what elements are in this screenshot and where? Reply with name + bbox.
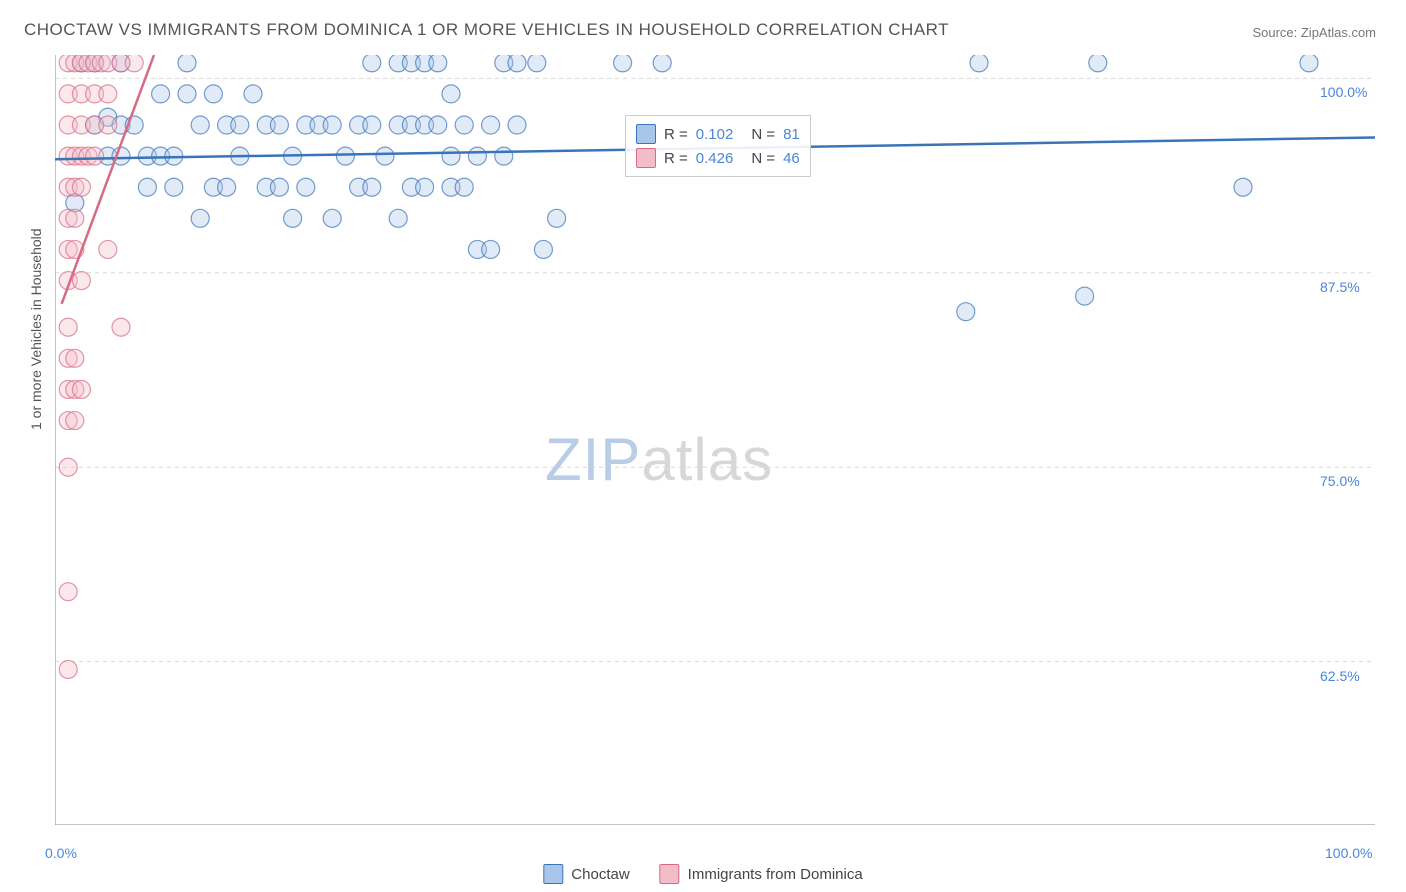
- data-point: [99, 240, 117, 258]
- data-point: [86, 147, 104, 165]
- data-point: [455, 116, 473, 134]
- data-point: [495, 147, 513, 165]
- data-point: [455, 178, 473, 196]
- data-point: [508, 55, 526, 72]
- data-point: [1089, 55, 1107, 72]
- data-point: [297, 178, 315, 196]
- legend-swatch: [660, 864, 680, 884]
- data-point: [614, 55, 632, 72]
- data-point: [363, 116, 381, 134]
- data-point: [389, 209, 407, 227]
- stats-n-value: 81: [783, 126, 800, 143]
- legend-item: Immigrants from Dominica: [660, 864, 863, 884]
- data-point: [72, 178, 90, 196]
- data-point: [72, 380, 90, 398]
- data-point: [178, 55, 196, 72]
- data-point: [970, 55, 988, 72]
- stats-swatch: [636, 148, 656, 168]
- data-point: [416, 178, 434, 196]
- data-point: [270, 178, 288, 196]
- source-attribution: Source: ZipAtlas.com: [1252, 25, 1376, 40]
- stats-r-label: R =: [664, 126, 688, 143]
- data-point: [363, 55, 381, 72]
- data-point: [165, 178, 183, 196]
- y-tick-label: 100.0%: [1320, 84, 1367, 100]
- stats-n-label: N =: [751, 150, 775, 167]
- data-point: [323, 209, 341, 227]
- data-point: [429, 55, 447, 72]
- data-point: [284, 209, 302, 227]
- data-point: [244, 85, 262, 103]
- data-point: [363, 178, 381, 196]
- y-axis-label: 1 or more Vehicles in Household: [28, 228, 44, 430]
- data-point: [482, 240, 500, 258]
- stats-row: R = 0.426 N = 46: [636, 146, 800, 170]
- data-point: [66, 209, 84, 227]
- stats-row: R = 0.102 N = 81: [636, 122, 800, 146]
- data-point: [66, 349, 84, 367]
- data-point: [59, 583, 77, 601]
- data-point: [59, 458, 77, 476]
- data-point: [468, 147, 486, 165]
- legend-swatch: [543, 864, 563, 884]
- data-point: [1300, 55, 1318, 72]
- legend-label: Choctaw: [571, 866, 629, 883]
- data-point: [72, 272, 90, 290]
- data-point: [534, 240, 552, 258]
- data-point: [59, 660, 77, 678]
- data-point: [138, 178, 156, 196]
- data-point: [508, 116, 526, 134]
- data-point: [66, 412, 84, 430]
- data-point: [218, 178, 236, 196]
- chart-container: ZIPatlas R =0.102N =81R =0.426N =46: [55, 55, 1375, 825]
- data-point: [442, 147, 460, 165]
- stats-r-label: R =: [664, 150, 688, 167]
- y-tick-label: 87.5%: [1320, 279, 1360, 295]
- bottom-legend: Choctaw Immigrants from Dominica: [543, 864, 862, 884]
- data-point: [442, 85, 460, 103]
- data-point: [1076, 287, 1094, 305]
- data-point: [231, 116, 249, 134]
- data-point: [178, 85, 196, 103]
- stats-swatch: [636, 124, 656, 144]
- data-point: [59, 318, 77, 336]
- y-tick-label: 62.5%: [1320, 668, 1360, 684]
- stats-n-label: N =: [751, 126, 775, 143]
- data-point: [957, 303, 975, 321]
- data-point: [548, 209, 566, 227]
- x-tick-label: 0.0%: [45, 845, 77, 861]
- data-point: [528, 55, 546, 72]
- data-point: [323, 116, 341, 134]
- data-point: [336, 147, 354, 165]
- data-point: [99, 85, 117, 103]
- stats-r-value: 0.426: [696, 150, 734, 167]
- legend-label: Immigrants from Dominica: [688, 866, 863, 883]
- data-point: [204, 85, 222, 103]
- legend-item: Choctaw: [543, 864, 629, 884]
- data-point: [152, 85, 170, 103]
- data-point: [99, 116, 117, 134]
- data-point: [1234, 178, 1252, 196]
- data-point: [112, 318, 130, 336]
- stats-n-value: 46: [783, 150, 800, 167]
- data-point: [429, 116, 447, 134]
- stats-legend-box: R = 0.102 N = 81 R = 0.426 N = 46: [625, 115, 811, 177]
- data-point: [653, 55, 671, 72]
- y-tick-label: 75.0%: [1320, 473, 1360, 489]
- data-point: [270, 116, 288, 134]
- chart-title: CHOCTAW VS IMMIGRANTS FROM DOMINICA 1 OR…: [24, 20, 949, 40]
- data-point: [191, 116, 209, 134]
- data-point: [125, 55, 143, 72]
- data-point: [191, 209, 209, 227]
- stats-r-value: 0.102: [696, 126, 734, 143]
- data-point: [376, 147, 394, 165]
- data-point: [482, 116, 500, 134]
- x-tick-label: 100.0%: [1325, 845, 1372, 861]
